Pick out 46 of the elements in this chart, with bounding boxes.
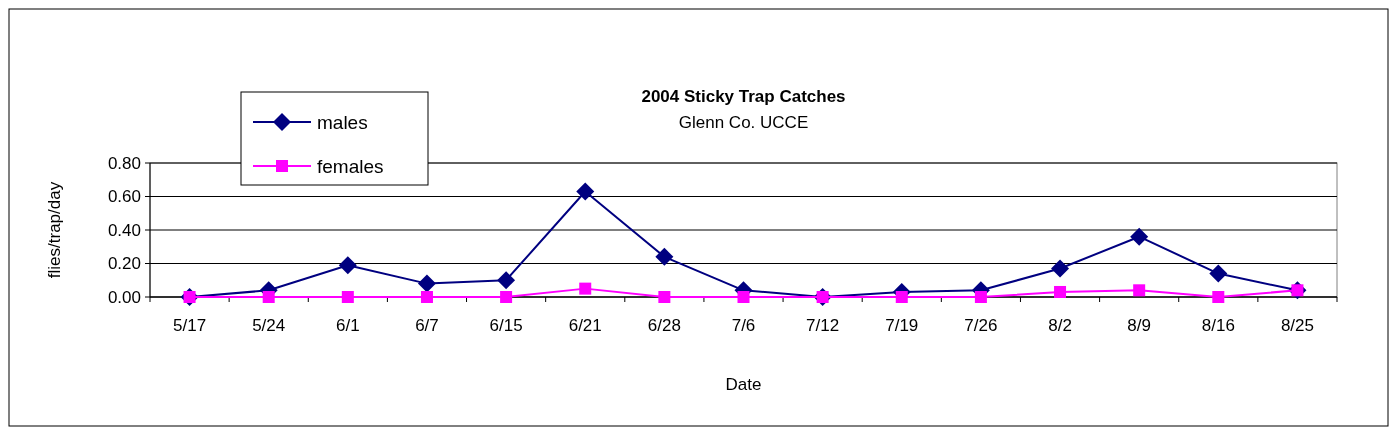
point [500,291,513,303]
point [420,291,433,303]
legend-label: males [317,111,368,133]
x-tick-label: 6/15 [489,316,523,335]
y-tick-label: 0.60 [107,187,141,207]
x-axis-title: Date [725,375,762,394]
x-tick-label: 8/25 [1280,316,1314,335]
point [737,291,750,303]
y-tick-label: 0.00 [107,287,141,307]
point [658,291,671,303]
x-tick-label: 6/21 [568,316,602,335]
point [1054,285,1067,298]
y-tick-label: 0.40 [107,220,141,240]
point [1209,264,1228,283]
legend-label: females [317,155,384,177]
x-tick-label: 7/6 [731,316,756,335]
x-tick-label: 8/2 [1048,316,1072,335]
point [1130,227,1149,246]
point [341,291,354,303]
chart-subtitle: Glenn Co. UCCE [678,113,809,132]
x-tick-label: 8/16 [1201,316,1235,335]
y-tick-label: 0.20 [107,254,141,274]
point [655,247,674,266]
x-tick-label: 6/28 [647,316,681,335]
point [895,291,908,303]
point [497,271,516,290]
x-tick-label: 8/9 [1127,316,1151,335]
x-tick-label: 5/17 [173,316,207,335]
point [338,256,357,275]
y-tick-label: 0.80 [107,153,141,173]
chart-title: 2004 Sticky Trap Catches [641,87,846,106]
y-axis-title: flies/trap/day [45,181,64,279]
point [1051,259,1070,278]
point [417,274,436,293]
x-tick-label: 5/24 [252,316,286,335]
point [1133,284,1146,297]
x-tick-label: 6/7 [415,316,439,335]
point [576,182,595,201]
x-tick-label: 6/1 [336,316,360,335]
point [262,291,275,303]
point [1212,291,1225,303]
x-tick-label: 7/12 [806,316,840,335]
point [974,291,987,303]
point [579,282,592,295]
x-tick-label: 7/19 [885,316,919,335]
x-tick-label: 7/26 [964,316,998,335]
